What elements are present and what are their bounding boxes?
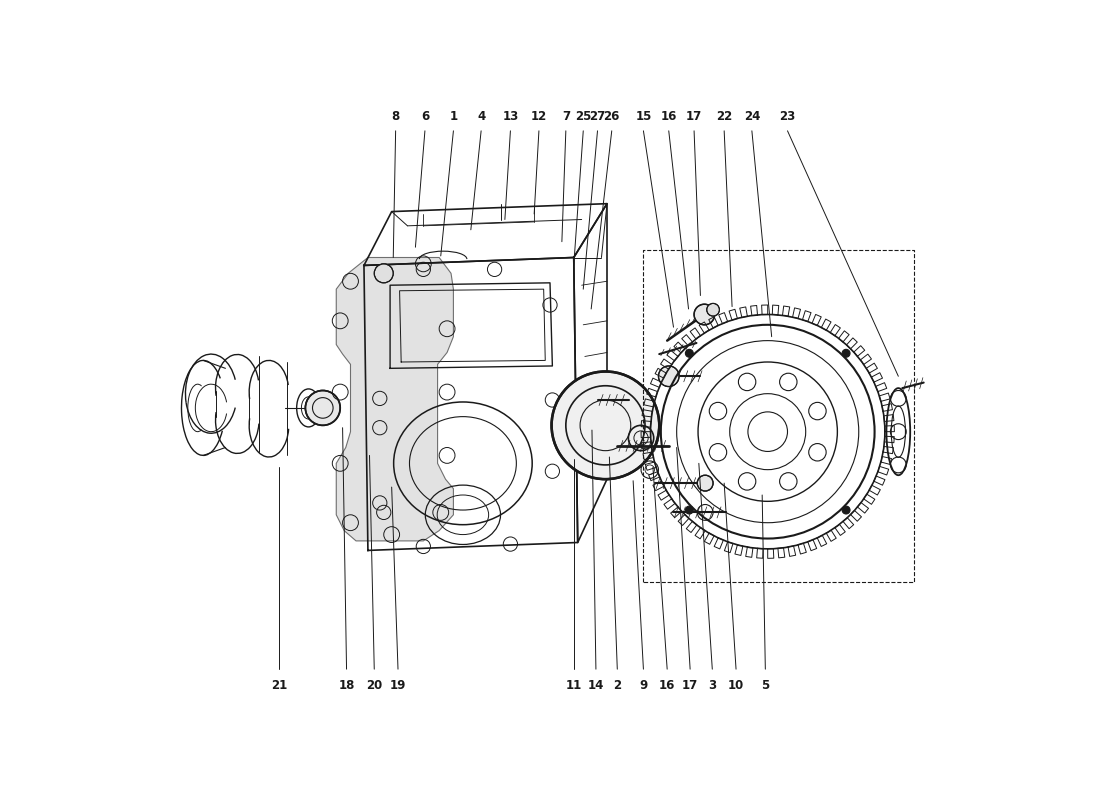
Circle shape <box>374 264 394 283</box>
Text: 1: 1 <box>450 110 458 123</box>
Text: 19: 19 <box>389 679 406 693</box>
Text: 27: 27 <box>590 110 606 123</box>
Circle shape <box>659 366 679 386</box>
Text: 16: 16 <box>659 679 675 693</box>
Text: 2: 2 <box>613 679 621 693</box>
Text: 21: 21 <box>271 679 287 693</box>
Text: 4: 4 <box>477 110 485 123</box>
Circle shape <box>706 303 719 316</box>
Circle shape <box>843 506 850 514</box>
Text: 23: 23 <box>780 110 795 123</box>
Text: 11: 11 <box>565 679 582 693</box>
Text: 6: 6 <box>421 110 429 123</box>
Text: 17: 17 <box>682 679 698 693</box>
Text: 12: 12 <box>531 110 547 123</box>
Polygon shape <box>337 258 453 541</box>
Text: 5: 5 <box>761 679 770 693</box>
Circle shape <box>551 371 659 479</box>
Text: 8: 8 <box>392 110 399 123</box>
Text: 17: 17 <box>686 110 702 123</box>
Text: 9: 9 <box>639 679 648 693</box>
Circle shape <box>685 350 693 358</box>
Text: 15: 15 <box>635 110 651 123</box>
Text: 24: 24 <box>744 110 760 123</box>
Circle shape <box>685 506 693 514</box>
Text: 16: 16 <box>661 110 676 123</box>
Text: 25: 25 <box>575 110 592 123</box>
Text: 22: 22 <box>716 110 733 123</box>
Circle shape <box>697 475 713 491</box>
Text: 13: 13 <box>503 110 518 123</box>
Circle shape <box>843 350 850 358</box>
Text: 26: 26 <box>604 110 620 123</box>
Circle shape <box>306 390 340 426</box>
Text: 14: 14 <box>587 679 604 693</box>
Text: 20: 20 <box>366 679 383 693</box>
Text: 7: 7 <box>562 110 570 123</box>
Text: 10: 10 <box>728 679 745 693</box>
Circle shape <box>694 304 715 325</box>
Text: 3: 3 <box>708 679 716 693</box>
Text: 18: 18 <box>339 679 354 693</box>
